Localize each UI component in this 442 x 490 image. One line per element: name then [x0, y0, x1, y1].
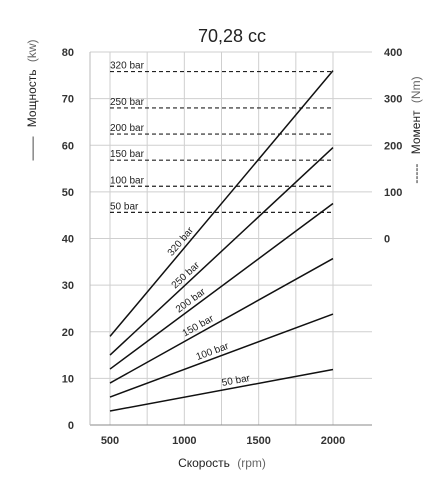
left-axis-label: —— Мощность (kw): [25, 39, 39, 160]
grid: [89, 51, 372, 426]
torque-line-label: 320 bar: [110, 61, 145, 72]
x-axis-label: Скорость (rpm): [178, 456, 266, 470]
left-axis-legend-symbol: ——: [25, 137, 39, 161]
power-line-label: 100 bar: [195, 341, 231, 363]
power-line: [109, 313, 334, 398]
torque-line-label: 150 bar: [110, 149, 145, 160]
y-left-tick-label: 20: [62, 327, 74, 339]
y-right-tick-label: 0: [384, 234, 390, 246]
right-axis-title: Момент: [409, 110, 423, 154]
svg-text:----- Момент (: ----- Момент (Nm): [409, 76, 423, 183]
y-left-tick-label: 60: [62, 140, 74, 152]
x-tick-label: 1500: [246, 435, 270, 447]
x-tick-label: 1000: [172, 435, 196, 447]
torque-lines: 320 bar 250 bar 200 bar 150 bar 100 bar 50 ba…: [110, 61, 333, 213]
y-left-tick-label: 10: [62, 373, 74, 385]
y-right-tick-label: 300: [384, 94, 402, 106]
power-line-label: 250 bar: [170, 260, 203, 292]
x-tick-label: 500: [101, 435, 119, 447]
torque-line-label: 100 bar: [110, 175, 145, 186]
chart-title: 70,28 cc: [198, 26, 266, 46]
x-axis-title: Скорость: [178, 456, 230, 470]
y-right-tick-label: 100: [384, 187, 402, 199]
torque-line-label: 50 bar: [110, 201, 139, 212]
torque-line-label: 250 bar: [110, 97, 145, 108]
right-axis-unit: (Nm): [409, 76, 423, 103]
y-right-tick-label: 400: [384, 47, 402, 59]
y-left-tick-label: 30: [62, 280, 74, 292]
power-line: [109, 70, 334, 337]
power-line-label: 50 bar: [221, 373, 252, 389]
y-left-tick-label: 0: [68, 420, 74, 432]
left-axis-unit: (kw): [25, 39, 39, 62]
power-line-label: 320 bar: [166, 225, 197, 259]
x-tick-label: 2000: [321, 435, 345, 447]
power-line: [109, 368, 334, 412]
right-axis-label: ----- Момент (Nm): [409, 76, 423, 183]
y-left-tick-label: 70: [62, 94, 74, 106]
x-axis-unit: (rpm): [237, 456, 266, 470]
y-left-tick-label: 50: [62, 187, 74, 199]
y-right-tick-label: 200: [384, 140, 402, 152]
svg-text:—— Мощность (k: —— Мощность (kw): [25, 39, 39, 160]
y-left-tick-label: 40: [62, 234, 74, 246]
torque-line-label: 200 bar: [110, 123, 145, 134]
power-line: [109, 147, 334, 356]
left-axis-title: Мощность: [25, 69, 39, 127]
y-left-tick-label: 80: [62, 47, 74, 59]
power-line: [109, 257, 334, 384]
right-axis-legend-symbol: -----: [409, 164, 423, 184]
power-line: [109, 202, 334, 370]
axis-ticks: 0 10 20 30 40 50 60 70 80 500 1000 1500 2000 0 100 200 3…: [62, 47, 403, 447]
